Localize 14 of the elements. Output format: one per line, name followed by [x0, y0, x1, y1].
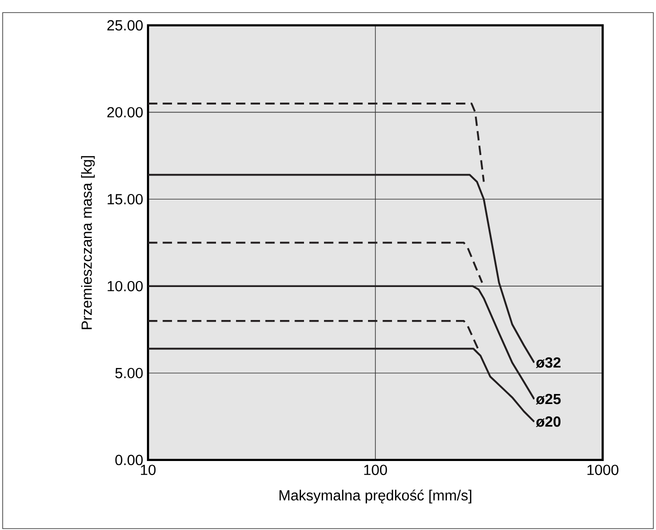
series-label: ø32	[536, 357, 561, 368]
y-tick-label: 20.00	[107, 107, 143, 118]
y-axis-title: Przemieszczana masa [kg]	[81, 156, 95, 330]
y-tick-label: 25.00	[107, 20, 143, 31]
x-tick-label: 1000	[587, 464, 618, 476]
x-tick-label: 100	[364, 464, 387, 476]
y-tick-label: 0.00	[115, 454, 143, 466]
x-axis-title: Maksymalna prędkość [mm/s]	[280, 490, 472, 504]
y-tick-label: 15.00	[108, 194, 143, 204]
y-tick-label: 10.00	[108, 280, 143, 292]
y-tick-label: 5.00	[115, 368, 143, 378]
series-label: ø20	[536, 416, 560, 428]
x-tick-label: 10	[140, 464, 156, 476]
series-label: ø25	[536, 394, 561, 404]
